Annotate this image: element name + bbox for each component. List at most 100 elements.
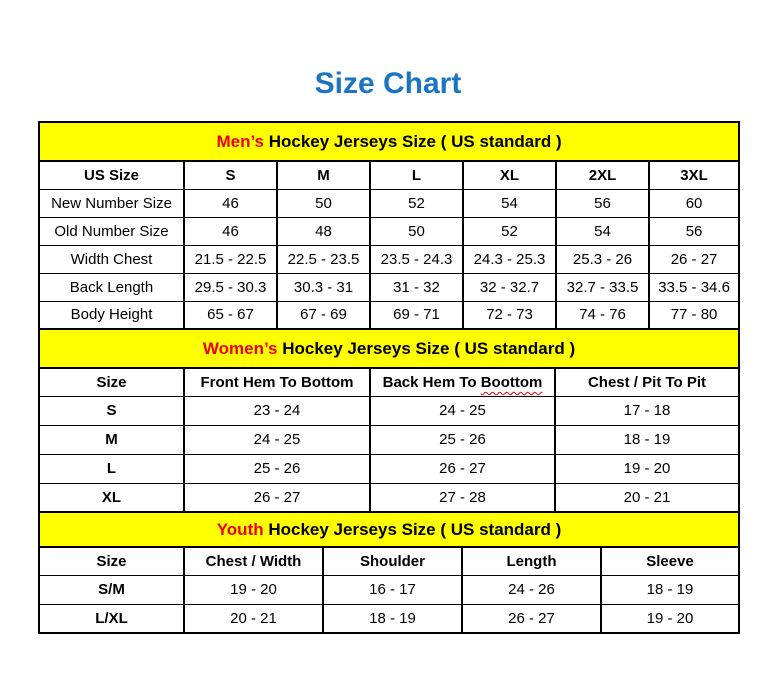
size-table-youth: Youth Hockey Jerseys Size ( US standard … — [38, 511, 740, 634]
table-row: S/M 19 - 20 16 - 17 24 - 26 18 - 19 — [38, 574, 740, 605]
size-value-cell: 48 — [276, 216, 371, 246]
size-value-cell: 24 - 26 — [461, 574, 602, 605]
column-header: US Size — [38, 160, 185, 190]
size-value-cell: 25 - 26 — [183, 453, 371, 484]
size-value-cell: 24 - 25 — [369, 395, 556, 426]
size-value-cell: 18 - 19 — [553, 424, 741, 455]
table-row: S 23 - 24 24 - 25 17 - 18 — [38, 395, 741, 426]
size-value-cell: 23 - 24 — [183, 395, 371, 426]
table-row: Old Number Size 46 48 50 52 54 56 — [38, 216, 741, 246]
row-label: Old Number Size — [38, 216, 185, 246]
page-title: Size Chart — [314, 67, 462, 100]
size-value-cell: 17 - 18 — [553, 395, 741, 426]
size-value-cell: 56 — [555, 188, 650, 218]
size-value-cell: 26 - 27 — [461, 603, 602, 634]
size-value-cell: 29.5 - 30.3 — [183, 272, 278, 302]
size-value-cell: 22.5 - 23.5 — [276, 244, 371, 274]
size-value-cell: 23.5 - 24.3 — [369, 244, 464, 274]
size-value-cell: 30.3 - 31 — [276, 272, 371, 302]
row-label: Body Height — [38, 300, 185, 330]
size-value-cell: 65 - 67 — [183, 300, 278, 330]
size-value-cell: 20 - 21 — [183, 603, 324, 634]
size-value-cell: 50 — [369, 216, 464, 246]
size-value-cell: 24.3 - 25.3 — [462, 244, 557, 274]
table-row: Body Height 65 - 67 67 - 69 69 - 71 72 - 73 7… — [38, 300, 741, 330]
column-header: S — [183, 160, 278, 190]
column-header: Sleeve — [600, 546, 740, 576]
column-header: Chest / Pit To Pit — [553, 367, 741, 397]
column-header: XL — [462, 160, 557, 190]
size-value-cell: 26 - 27 — [369, 453, 556, 484]
size-value-cell: 26 - 27 — [647, 244, 741, 274]
size-value-cell: 69 - 71 — [369, 300, 464, 330]
size-value-cell: 19 - 20 — [600, 603, 740, 634]
section-band-womens: Women’s Hockey Jerseys Size ( US standar… — [37, 328, 741, 369]
column-header: 3XL — [647, 160, 741, 190]
size-value-cell: 19 - 20 — [183, 574, 324, 605]
row-label: M — [38, 424, 185, 455]
size-tables-container: Men’s Hockey Jerseys Size ( US standard … — [37, 121, 741, 634]
size-value-cell: 77 - 80 — [647, 300, 741, 330]
size-table-womens: Women’s Hockey Jerseys Size ( US standar… — [37, 328, 741, 513]
column-header: L — [369, 160, 464, 190]
section-band-highlight: Men’s — [216, 131, 264, 151]
table-row: New Number Size 46 50 52 54 56 60 — [38, 188, 741, 218]
size-value-cell: 50 — [276, 188, 371, 218]
row-label: Width Chest — [38, 244, 185, 274]
size-value-cell: 18 - 19 — [600, 574, 740, 605]
table-row: L/XL 20 - 21 18 - 19 26 - 27 19 - 20 — [38, 603, 740, 634]
row-label: New Number Size — [38, 188, 185, 218]
size-value-cell: 21.5 - 22.5 — [183, 244, 278, 274]
size-value-cell: 18 - 19 — [322, 603, 463, 634]
table-row: L 25 - 26 26 - 27 19 - 20 — [38, 453, 741, 484]
size-value-cell: 16 - 17 — [322, 574, 463, 605]
section-band-highlight: Women’s — [202, 338, 278, 358]
column-header: Length — [461, 546, 602, 576]
column-header: Front Hem To Bottom — [183, 367, 371, 397]
size-value-cell: 46 — [183, 188, 278, 218]
size-value-cell: 54 — [555, 216, 650, 246]
size-value-cell: 27 - 28 — [369, 482, 556, 513]
table-row: Width Chest 21.5 - 22.5 22.5 - 23.5 23.5 - … — [38, 244, 741, 274]
size-value-cell: 31 - 32 — [369, 272, 464, 302]
column-header: Size — [38, 546, 185, 576]
size-value-cell: 52 — [369, 188, 464, 218]
row-label: L — [38, 453, 185, 484]
section-band-youth: Youth Hockey Jerseys Size ( US standard … — [38, 511, 740, 548]
size-value-cell: 25 - 26 — [369, 424, 556, 455]
row-label: S/M — [38, 574, 185, 605]
section-band-mens: Men’s Hockey Jerseys Size ( US standard … — [37, 121, 741, 162]
size-value-cell: 54 — [462, 188, 557, 218]
spellcheck-underline: Boottom — [480, 373, 543, 391]
size-value-cell: 26 - 27 — [183, 482, 371, 513]
table-row: XL 26 - 27 27 - 28 20 - 21 — [38, 482, 741, 513]
size-value-cell: 56 — [647, 216, 741, 246]
size-value-cell: 25.3 - 26 — [555, 244, 650, 274]
size-table-mens: Men’s Hockey Jerseys Size ( US standard … — [37, 121, 741, 330]
size-value-cell: 46 — [183, 216, 278, 246]
size-value-cell: 67 - 69 — [276, 300, 371, 330]
size-value-cell: 24 - 25 — [183, 424, 371, 455]
column-header: M — [276, 160, 371, 190]
column-header: Shoulder — [322, 546, 463, 576]
size-value-cell: 19 - 20 — [553, 453, 741, 484]
row-label: L/XL — [38, 603, 185, 634]
size-value-cell: 32 - 32.7 — [462, 272, 557, 302]
column-header: Size — [38, 367, 185, 397]
size-value-cell: 60 — [647, 188, 741, 218]
row-label: Back Length — [38, 272, 185, 302]
size-value-cell: 20 - 21 — [553, 482, 741, 513]
table-row: M 24 - 25 25 - 26 18 - 19 — [38, 424, 741, 455]
row-label: XL — [38, 482, 185, 513]
column-header: Back Hem To Boottom — [369, 367, 556, 397]
row-label: S — [38, 395, 185, 426]
table-row: Back Length 29.5 - 30.3 30.3 - 31 31 - 32 32… — [38, 272, 741, 302]
column-header: 2XL — [555, 160, 650, 190]
size-value-cell: 72 - 73 — [462, 300, 557, 330]
size-value-cell: 32.7 - 33.5 — [555, 272, 650, 302]
column-header: Chest / Width — [183, 546, 324, 576]
size-value-cell: 52 — [462, 216, 557, 246]
section-band-highlight: Youth — [216, 519, 264, 539]
size-value-cell: 74 - 76 — [555, 300, 650, 330]
